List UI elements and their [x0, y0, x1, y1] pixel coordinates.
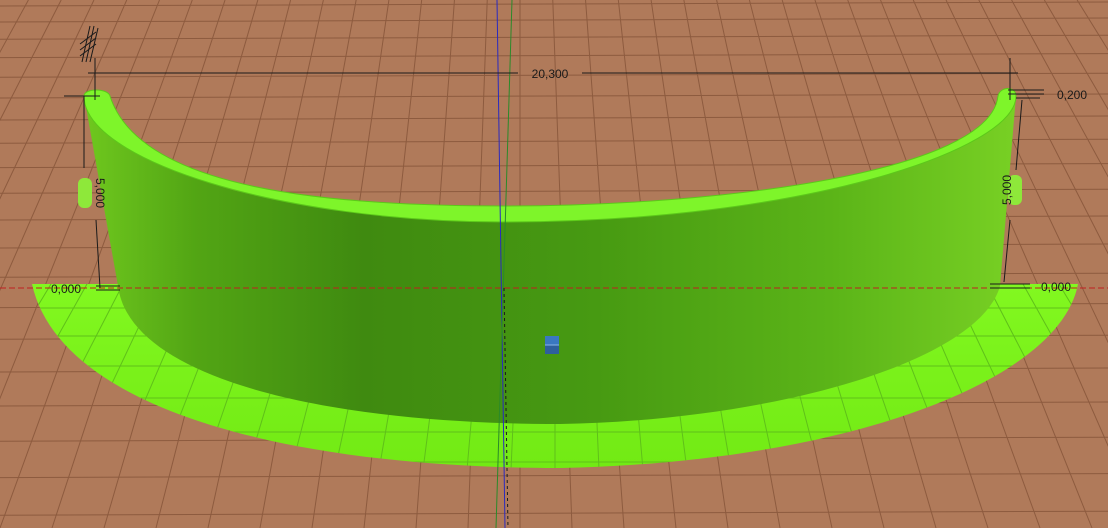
ground-grid-line: [0, 93, 1108, 99]
dimension-height-right[interactable]: [1003, 99, 1023, 283]
dimension-height-left-badge: [78, 178, 92, 208]
dimension-height-right-badge: [1008, 175, 1022, 205]
ground-grid-line: [1043, 0, 1108, 111]
dimension-height-left-label: 5,000: [93, 178, 107, 208]
ground-grid-line: [0, 1, 1108, 7]
ground-grid-line: [0, 510, 1108, 516]
wall-front-surface[interactable]: [84, 96, 1016, 424]
ground-grid-line: [0, 17, 1108, 23]
ground-grid-line: [0, 34, 1108, 40]
ground-grid-line: [0, 53, 1108, 59]
ground-grid-line: [0, 473, 1108, 479]
dimension-width-label: 20,300: [532, 67, 569, 81]
ground-grid-line: [978, 0, 1108, 255]
ground-grid-line: [945, 0, 1108, 344]
z-axis-line: [496, 0, 506, 528]
ground-grid-line: [0, 0, 193, 528]
dimension-width[interactable]: [88, 58, 1018, 100]
ground-grid-line: [0, 0, 62, 122]
wall-top-rim[interactable]: [83, 88, 1017, 223]
transform-gizmo-icon[interactable]: [545, 336, 559, 354]
dimension-base-right[interactable]: [990, 283, 1030, 289]
ground-grid-line: [0, 72, 1108, 78]
ground-grid-line: [0, 0, 95, 200]
hatch-marker-icon: [79, 25, 99, 63]
dimension-thickness-label: 0,200: [1057, 88, 1087, 102]
ground-grid-line: [0, 138, 1108, 144]
y-axis-line: [495, 0, 513, 528]
ground-grid-line: [0, 115, 1108, 121]
dimension-base-right-label: 0,000: [1041, 280, 1071, 294]
ground-grid-line: [0, 0, 128, 292]
ground-grid-line: [0, 0, 160, 400]
dimension-thickness[interactable]: [1008, 89, 1044, 99]
dimension-base-left[interactable]: [96, 285, 120, 291]
ground-grid-line: [912, 0, 1108, 447]
dimension-base-left-label: 0,000: [51, 282, 81, 296]
origin-dash-line: [503, 287, 509, 528]
ground-grid-line: [1011, 0, 1108, 178]
dimension-height-right-label: 5,000: [1000, 175, 1014, 205]
dimension-height-left[interactable]: [64, 95, 101, 289]
